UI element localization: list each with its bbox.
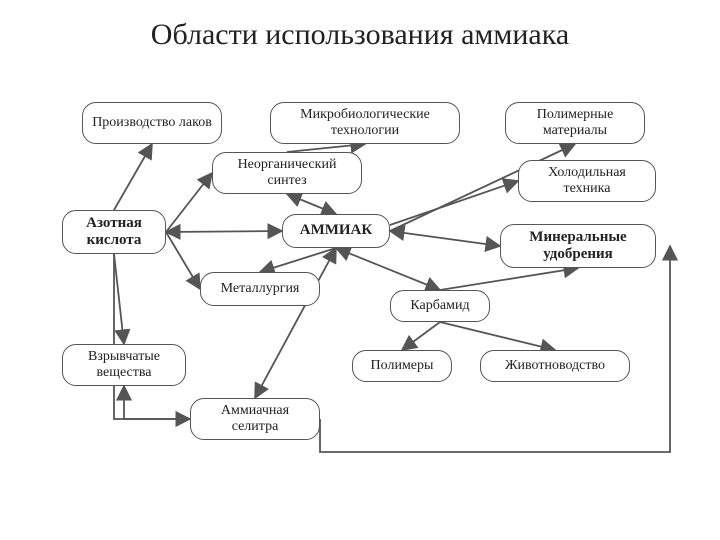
edge-ammonia-nitric_acid — [166, 231, 282, 232]
edge-amm_nitrate-explosives — [124, 386, 190, 419]
node-amm_nitrate: Аммиачная селитра — [190, 398, 320, 440]
edge-nitric_acid-lacquers — [114, 144, 152, 210]
edge-nitric_acid-inorg_synth — [166, 173, 212, 232]
node-ammonia: АММИАК — [282, 214, 390, 248]
diagram-canvas: АММИАК Производство лаков Микробиологическ… — [0, 52, 720, 532]
edge-nitric_acid-explosives — [114, 254, 124, 344]
node-refrigeration: Холодильная техника — [518, 160, 656, 202]
edge-carbamide-livestock — [440, 322, 555, 350]
edge-ammonia-carbamide — [336, 248, 440, 290]
node-polymer_mat: Полимерные материалы — [505, 102, 645, 144]
edge-carbamide-polymers — [402, 322, 440, 350]
page-title: Области использования аммиака — [0, 0, 720, 52]
node-livestock: Животноводство — [480, 350, 630, 382]
node-lacquers: Производство лаков — [82, 102, 222, 144]
edge-ammonia-mineral_fert — [390, 231, 500, 246]
node-nitric_acid: Азотная кислота — [62, 210, 166, 254]
node-inorg_synth: Неорганический синтез — [212, 152, 362, 194]
edge-nitric_acid-metallurgy — [166, 232, 200, 289]
node-mineral_fert: Минеральные удобрения — [500, 224, 656, 268]
edge-ammonia-refrigeration — [390, 181, 518, 225]
node-carbamide: Карбамид — [390, 290, 490, 322]
node-microbio: Микробиологические технологии — [270, 102, 460, 144]
edge-carbamide-mineral_fert — [440, 268, 578, 290]
edge-inorg_synth-microbio — [287, 144, 365, 152]
edge-ammonia-inorg_synth — [287, 194, 336, 214]
node-metallurgy: Металлургия — [200, 272, 320, 306]
edge-nitric_acid-amm_nitrate — [114, 254, 190, 419]
node-polymers: Полимеры — [352, 350, 452, 382]
node-explosives: Взрывчатые вещества — [62, 344, 186, 386]
edge-amm_nitrate-mineral_fert — [320, 246, 670, 452]
